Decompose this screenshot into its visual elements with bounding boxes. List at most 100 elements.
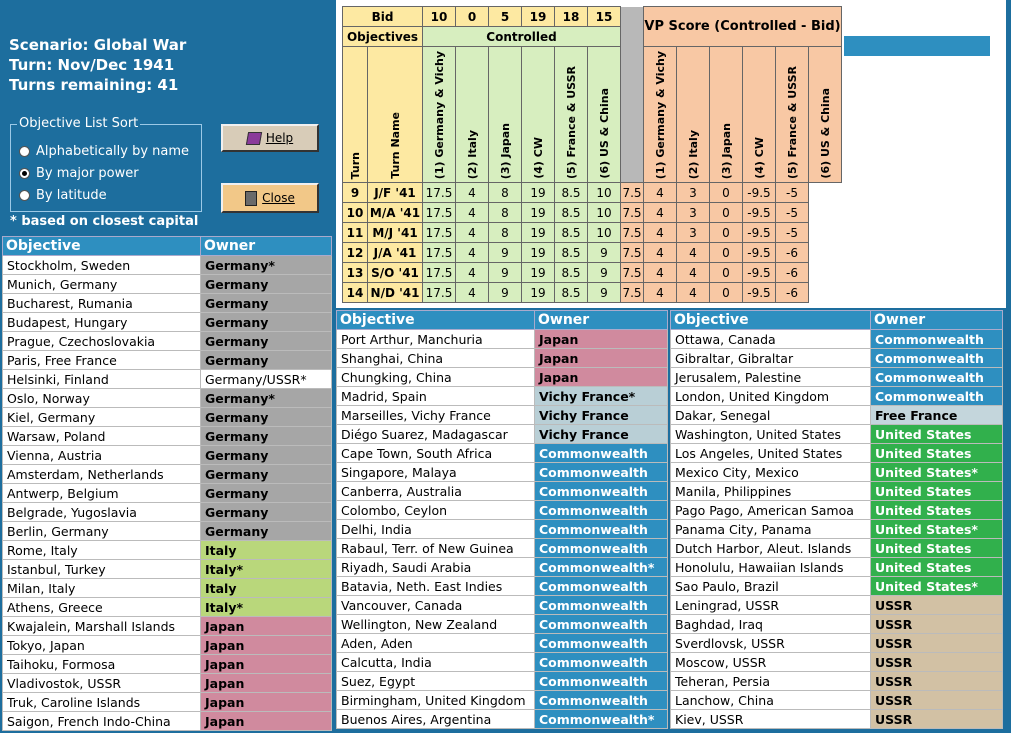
objective-name: Paris, Free France xyxy=(2,350,201,370)
bid-value: 0 xyxy=(455,6,489,27)
sort-option-alphabetical[interactable]: Alphabetically by name xyxy=(19,144,189,159)
list-item[interactable]: Singapore, Malaya Commonwealth xyxy=(336,462,668,482)
controlled-value: 19 xyxy=(521,282,555,303)
list-item[interactable]: Gibraltar, Gibraltar Commonwealth xyxy=(670,348,1003,368)
owner-name: Japan xyxy=(534,329,668,349)
list-item[interactable]: Bucharest, Rumania Germany xyxy=(2,293,332,313)
owner-name: United States xyxy=(870,538,1003,558)
list-item[interactable]: Saigon, French Indo-China Japan xyxy=(2,711,332,731)
list-item[interactable]: Sao Paulo, Brazil United States* xyxy=(670,576,1003,596)
radio-selected-icon[interactable] xyxy=(19,168,30,179)
list-item[interactable]: Paris, Free France Germany xyxy=(2,350,332,370)
list-item[interactable]: Madrid, Spain Vichy France* xyxy=(336,386,668,406)
list-item[interactable]: Pago Pago, American Samoa United States xyxy=(670,500,1003,520)
list-item[interactable]: Sverdlovsk, USSR USSR xyxy=(670,633,1003,653)
radio-icon[interactable] xyxy=(19,146,30,157)
list-item[interactable]: Dutch Harbor, Aleut. Islands United State… xyxy=(670,538,1003,558)
list-item[interactable]: Aden, Aden Commonwealth xyxy=(336,633,668,653)
list-item[interactable]: Stockholm, Sweden Germany* xyxy=(2,255,332,275)
list-item[interactable]: Kwajalein, Marshall Islands Japan xyxy=(2,616,332,636)
objective-name: Oslo, Norway xyxy=(2,388,201,408)
list-item[interactable]: Prague, Czechoslovakia Germany xyxy=(2,331,332,351)
list-item[interactable]: Shanghai, China Japan xyxy=(336,348,668,368)
list-item[interactable]: Kiel, Germany Germany xyxy=(2,407,332,427)
list-item[interactable]: Colombo, Ceylon Commonwealth xyxy=(336,500,668,520)
objective-list-3: Objective Owner Ottawa, Canada Commonweal… xyxy=(670,310,1003,729)
list-item[interactable]: Cape Town, South Africa Commonwealth xyxy=(336,443,668,463)
list-item[interactable]: Los Angeles, United States United States xyxy=(670,443,1003,463)
objective-name: Belgrade, Yugoslavia xyxy=(2,502,201,522)
list-item[interactable]: Suez, Egypt Commonwealth xyxy=(336,671,668,691)
list-item[interactable]: Mexico City, Mexico United States* xyxy=(670,462,1003,482)
list-item[interactable]: Baghdad, Iraq USSR xyxy=(670,614,1003,634)
objective-name: Chungking, China xyxy=(336,367,535,387)
list-item[interactable]: Rome, Italy Italy xyxy=(2,540,332,560)
list-item[interactable]: Taihoku, Formosa Japan xyxy=(2,654,332,674)
list-item[interactable]: Chungking, China Japan xyxy=(336,367,668,387)
list-item[interactable]: Moscow, USSR USSR xyxy=(670,652,1003,672)
controlled-value: 17.5 xyxy=(422,202,456,223)
sort-option-major-power[interactable]: By major power xyxy=(19,166,139,181)
list-item[interactable]: Jerusalem, Palestine Commonwealth xyxy=(670,367,1003,387)
list-item[interactable]: Amsterdam, Netherlands Germany xyxy=(2,464,332,484)
list-item[interactable]: Warsaw, Poland Germany xyxy=(2,426,332,446)
owner-header[interactable]: Owner xyxy=(200,236,332,256)
list-item[interactable]: Diégo Suarez, Madagascar Vichy France xyxy=(336,424,668,444)
objective-name: Jerusalem, Palestine xyxy=(670,367,871,387)
objective-header[interactable]: Objective xyxy=(336,310,535,330)
list-item[interactable]: Lanchow, China USSR xyxy=(670,690,1003,710)
list-item[interactable]: Berlin, Germany Germany xyxy=(2,521,332,541)
list-item[interactable]: Marseilles, Vichy France Vichy France xyxy=(336,405,668,425)
objective-name: Vancouver, Canada xyxy=(336,595,535,615)
sort-option-latitude[interactable]: By latitude xyxy=(19,188,107,203)
list-item[interactable]: Vladivostok, USSR Japan xyxy=(2,673,332,693)
list-item[interactable]: Buenos Aires, Argentina Commonwealth* xyxy=(336,709,668,729)
radio-icon[interactable] xyxy=(19,190,30,201)
list-item[interactable]: Helsinki, Finland Germany/USSR* xyxy=(2,369,332,389)
list-item[interactable]: Milan, Italy Italy xyxy=(2,578,332,598)
list-item[interactable]: London, United Kingdom Commonwealth xyxy=(670,386,1003,406)
list-item[interactable]: Birmingham, United Kingdom Commonwealth xyxy=(336,690,668,710)
list-item[interactable]: Wellington, New Zealand Commonwealth xyxy=(336,614,668,634)
list-item[interactable]: Leningrad, USSR USSR xyxy=(670,595,1003,615)
help-button[interactable]: Help xyxy=(221,124,319,152)
vp-value: 4 xyxy=(643,242,677,263)
list-item[interactable]: Panama City, Panama United States* xyxy=(670,519,1003,539)
list-item[interactable]: Canberra, Australia Commonwealth xyxy=(336,481,668,501)
list-item[interactable]: Calcutta, India Commonwealth xyxy=(336,652,668,672)
list-item[interactable]: Antwerp, Belgium Germany xyxy=(2,483,332,503)
objective-name: Sverdlovsk, USSR xyxy=(670,633,871,653)
list-item[interactable]: Istanbul, Turkey Italy* xyxy=(2,559,332,579)
list-item[interactable]: Riyadh, Saudi Arabia Commonwealth* xyxy=(336,557,668,577)
list-item[interactable]: Port Arthur, Manchuria Japan xyxy=(336,329,668,349)
list-item[interactable]: Dakar, Senegal Free France xyxy=(670,405,1003,425)
list-item[interactable]: Vancouver, Canada Commonwealth xyxy=(336,595,668,615)
list-item[interactable]: Vienna, Austria Germany xyxy=(2,445,332,465)
list-item[interactable]: Rabaul, Terr. of New Guinea Commonwealth xyxy=(336,538,668,558)
list-item[interactable]: Munich, Germany Germany xyxy=(2,274,332,294)
list-item[interactable]: Budapest, Hungary Germany xyxy=(2,312,332,332)
owner-header[interactable]: Owner xyxy=(534,310,668,330)
list-item[interactable]: Tokyo, Japan Japan xyxy=(2,635,332,655)
list-item[interactable]: Athens, Greece Italy* xyxy=(2,597,332,617)
list-item[interactable]: Oslo, Norway Germany* xyxy=(2,388,332,408)
list-item[interactable]: Belgrade, Yugoslavia Germany xyxy=(2,502,332,522)
list-item[interactable]: Batavia, Neth. East Indies Commonwealth xyxy=(336,576,668,596)
score-row: 12 J/A '41 17.5 4 9 19 8.5 9 7.5 4 4 0 -9.5 -6 xyxy=(342,242,842,263)
list-item[interactable]: Ottawa, Canada Commonwealth xyxy=(670,329,1003,349)
list-item[interactable]: Kiev, USSR USSR xyxy=(670,709,1003,729)
objective-header[interactable]: Objective xyxy=(670,310,871,330)
list-item[interactable]: Delhi, India Commonwealth xyxy=(336,519,668,539)
list-item[interactable]: Truk, Caroline Islands Japan xyxy=(2,692,332,712)
objective-header[interactable]: Objective xyxy=(2,236,201,256)
owner-name: Commonwealth xyxy=(534,500,668,520)
list-item[interactable]: Honolulu, Hawaiian Islands United States xyxy=(670,557,1003,577)
owner-header[interactable]: Owner xyxy=(870,310,1003,330)
list-item[interactable]: Washington, United States United States xyxy=(670,424,1003,444)
vp-value: -6 xyxy=(775,282,809,303)
close-button[interactable]: Close xyxy=(221,183,319,213)
list-item[interactable]: Teheran, Persia USSR xyxy=(670,671,1003,691)
list-item[interactable]: Manila, Philippines United States xyxy=(670,481,1003,501)
owner-name: Germany xyxy=(200,426,332,446)
objective-name: Kwajalein, Marshall Islands xyxy=(2,616,201,636)
